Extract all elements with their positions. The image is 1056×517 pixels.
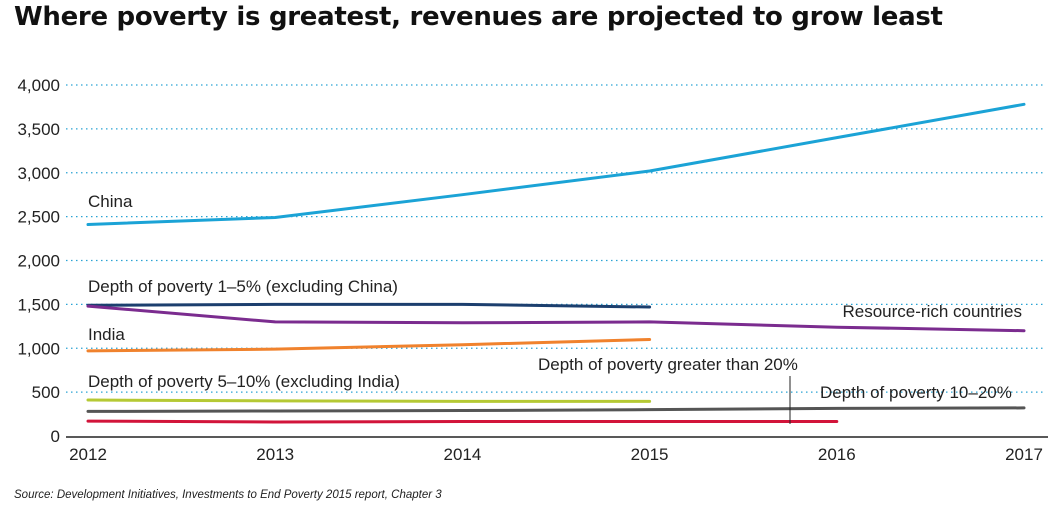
y-tick-label: 3,500 xyxy=(17,120,60,139)
x-tick-label: 2017 xyxy=(1005,445,1043,464)
y-tick-label: 1,500 xyxy=(17,295,60,314)
series-label: Depth of poverty 1–5% (excluding China) xyxy=(88,277,398,296)
x-axis-ticks: 2012 2013 2014 2015 2016 2017 xyxy=(69,445,1043,464)
y-tick-label: 2,000 xyxy=(17,252,60,271)
y-tick-label: 2,500 xyxy=(17,208,60,227)
series-label: Depth of poverty 10–20% xyxy=(820,383,1012,402)
y-tick-label: 500 xyxy=(32,383,60,402)
series-line xyxy=(86,102,1026,227)
chart-title: Where poverty is greatest, revenues are … xyxy=(14,2,943,32)
series-label: China xyxy=(88,192,133,211)
series-line xyxy=(86,337,652,353)
series-line xyxy=(86,302,652,309)
series-label: Depth of poverty 5–10% (excluding India) xyxy=(88,372,400,391)
series-labels: China Depth of poverty 1–5% (excluding Ch… xyxy=(88,192,1022,402)
series-label: Depth of poverty greater than 20% xyxy=(538,355,798,374)
series-label: India xyxy=(88,325,125,344)
y-axis-ticks: 0 500 1,000 1,500 2,000 2,500 3,000 3,500 4,000 xyxy=(17,76,60,446)
source-note: Source: Development Initiatives, Investm… xyxy=(14,489,442,501)
x-tick-label: 2016 xyxy=(818,445,856,464)
gridlines xyxy=(66,84,1046,393)
series-line xyxy=(86,419,839,424)
y-tick-label: 3,000 xyxy=(17,164,60,183)
series-label: Resource-rich countries xyxy=(842,302,1022,321)
series-line xyxy=(86,398,652,403)
series-line xyxy=(86,304,1026,333)
x-tick-label: 2012 xyxy=(69,445,107,464)
x-tick-label: 2013 xyxy=(256,445,294,464)
series-line xyxy=(86,406,1026,413)
series-lines xyxy=(86,102,1026,424)
y-tick-label: 4,000 xyxy=(17,76,60,95)
x-tick-label: 2014 xyxy=(443,445,481,464)
x-tick-label: 2015 xyxy=(631,445,669,464)
y-tick-label: 0 xyxy=(51,427,60,446)
y-tick-label: 1,000 xyxy=(17,339,60,358)
